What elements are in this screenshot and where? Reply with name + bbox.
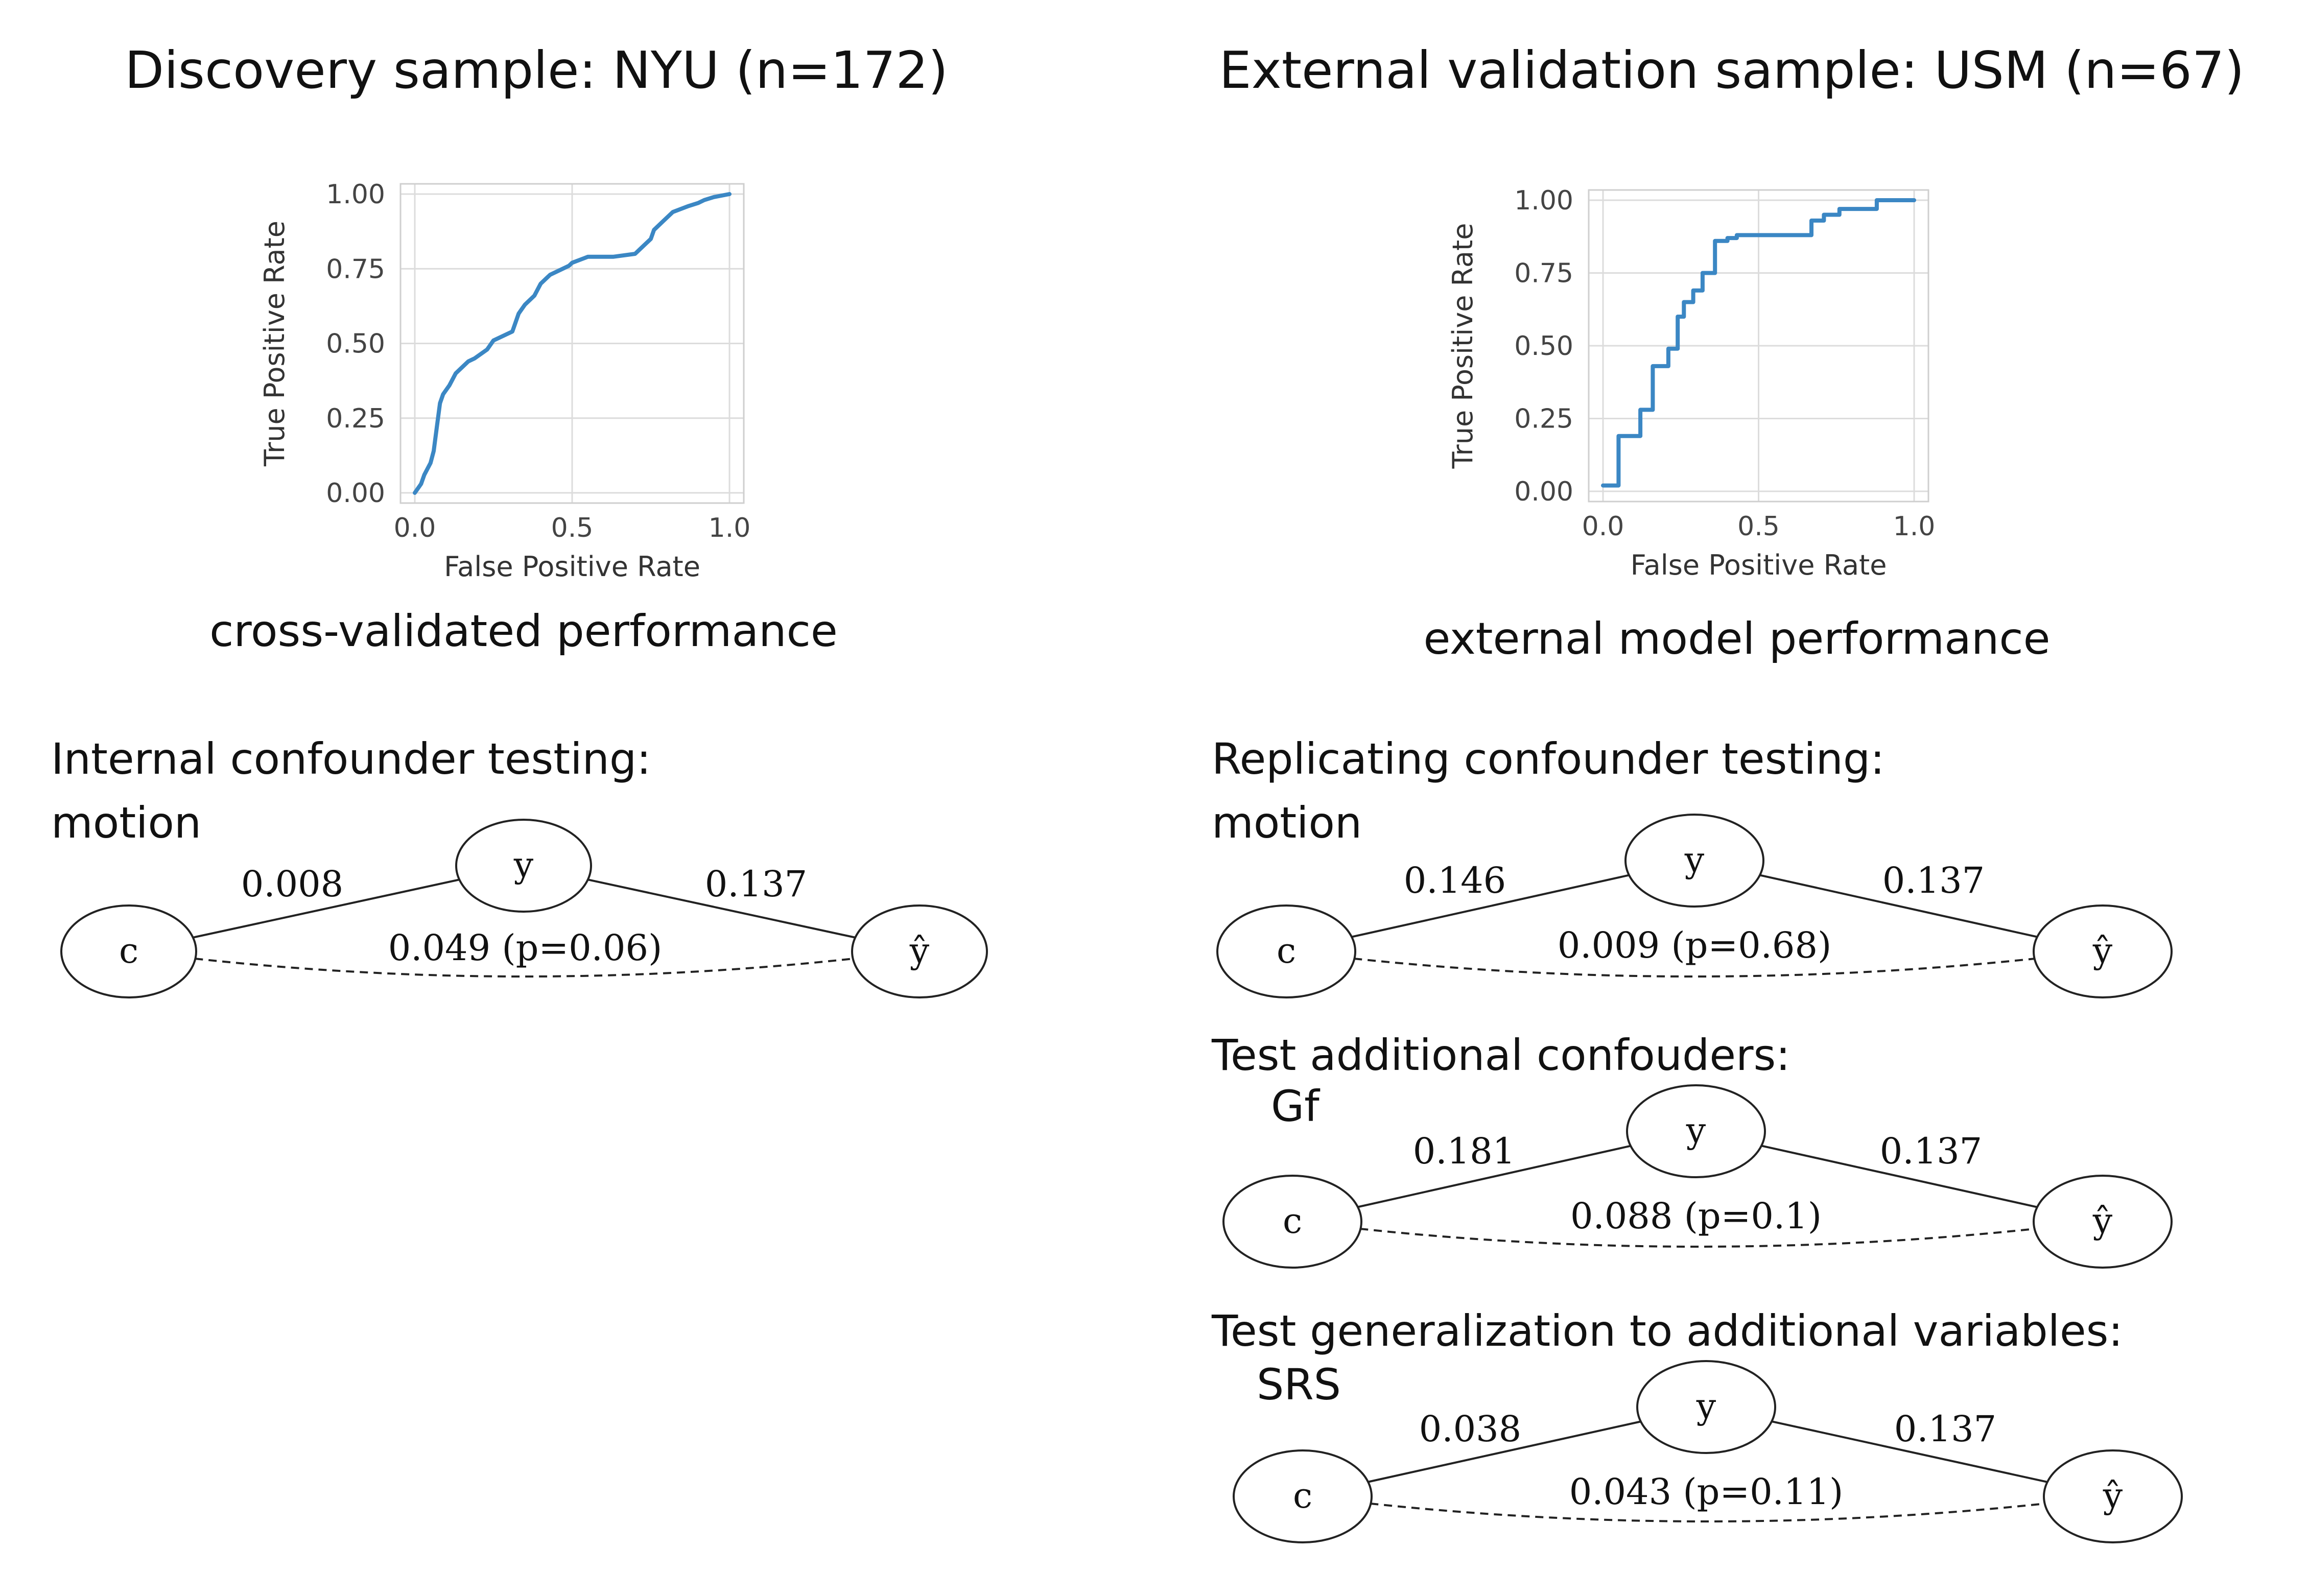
node-y <box>1626 1084 1766 1178</box>
roc-curve-line <box>1601 198 1916 488</box>
edge-c-yhat-label: 0.043 (p=0.11) <box>1569 1471 1844 1513</box>
x-tick-label: 0.5 <box>551 513 594 543</box>
node-yhat-label: ŷ <box>2103 1476 2123 1516</box>
node-y <box>1624 814 1764 908</box>
y-tick-label: 0.00 <box>326 478 385 509</box>
node-yhat <box>2033 904 2173 998</box>
diagram-variable-label: motion <box>1212 798 1362 848</box>
diagram-section-label: Test additional confouders: <box>1211 1030 1790 1080</box>
y-axis-label: True Positive Rate <box>1447 223 1479 469</box>
edge-c-y <box>1357 1145 1631 1208</box>
edge-y-yhat <box>587 878 856 939</box>
node-yhat-label: ŷ <box>2092 931 2113 971</box>
edge-y-yhat <box>1761 1145 2038 1208</box>
internal-confounder-label: Internal confounder testing: <box>51 734 651 784</box>
x-axis-label: False Positive Rate <box>444 551 700 583</box>
node-c <box>1216 904 1356 998</box>
confounder-diagram-srs: Test generalization to additional variab… <box>1211 1306 2183 1543</box>
edge-c-yhat-dashed <box>1370 1503 2045 1522</box>
confounder-diagram-gf: Test additional confouders:Gf c y ŷ 0.181 0.1… <box>1211 1030 2173 1269</box>
node-y-label: y <box>1686 1111 1706 1151</box>
y-tick-label: 1.00 <box>1514 185 1573 216</box>
edge-c-y <box>193 878 460 939</box>
edge-c-y-label: 0.008 <box>241 863 343 905</box>
confounder-diagram-replicating-motion: motion c y ŷ 0.146 0.137 0.009 (p=0.68) <box>1212 798 2173 998</box>
edge-y-yhat-label: 0.137 <box>1894 1408 1996 1450</box>
edge-c-yhat-dashed <box>1354 958 2035 978</box>
edge-c-yhat-label: 0.009 (p=0.68) <box>1558 924 1832 966</box>
x-tick-label: 1.0 <box>1893 511 1936 542</box>
node-yhat-label: ŷ <box>2092 1201 2113 1242</box>
y-tick-label: 0.75 <box>1514 258 1573 289</box>
edge-y-yhat-label: 0.137 <box>1882 860 1985 901</box>
x-tick-label: 0.5 <box>1737 511 1780 542</box>
node-y <box>455 819 592 913</box>
plot-frame <box>399 183 745 504</box>
replicating-confounder-label: Replicating confounder testing: <box>1212 734 1884 784</box>
node-c <box>1233 1449 1373 1543</box>
edge-c-yhat-dashed <box>1360 1228 2035 1248</box>
edge-y-yhat-label: 0.137 <box>705 863 807 905</box>
diagram-section-label: Test generalization to additional variab… <box>1211 1306 2123 1356</box>
node-yhat-label: ŷ <box>909 931 930 971</box>
node-c-label: c <box>1277 931 1296 971</box>
left-panel-title: Discovery sample: NYU (n=172) <box>125 40 948 100</box>
node-y-label: y <box>1684 840 1705 880</box>
node-y-label: y <box>513 845 534 886</box>
plot-frame <box>1588 189 1929 503</box>
node-y-label: y <box>1696 1387 1716 1427</box>
y-tick-label: 0.00 <box>1514 477 1573 507</box>
right-chart-caption: external model performance <box>1423 613 2050 664</box>
y-tick-label: 0.75 <box>326 254 385 284</box>
node-y <box>1636 1360 1776 1454</box>
node-c-label: c <box>119 931 138 971</box>
roc-chart-external: 0.0 0.5 1.0 0.00 0.25 0.50 0.75 1.00 False Posit… <box>1447 185 1935 581</box>
x-axis-label: False Positive Rate <box>1631 549 1887 581</box>
y-tick-label: 0.50 <box>326 329 385 360</box>
node-yhat <box>2043 1449 2183 1543</box>
node-yhat <box>851 904 988 998</box>
y-tick-label: 0.25 <box>326 403 385 434</box>
y-tick-label: 0.25 <box>1514 404 1573 435</box>
edge-y-yhat <box>1759 874 2038 938</box>
x-tick-label: 0.0 <box>394 513 436 543</box>
node-c-label: c <box>1283 1201 1302 1242</box>
y-axis-label: True Positive Rate <box>258 221 291 467</box>
edge-c-y-label: 0.038 <box>1419 1408 1521 1450</box>
node-c <box>1222 1175 1362 1269</box>
diagram-variable-label: motion <box>51 798 201 848</box>
node-c-label: c <box>1293 1476 1312 1516</box>
node-yhat <box>2033 1175 2173 1269</box>
y-tick-label: 1.00 <box>326 179 385 210</box>
edge-y-yhat <box>1771 1420 2048 1483</box>
left-chart-caption: cross-validated performance <box>209 606 838 657</box>
roc-curve-line <box>413 192 732 495</box>
edge-y-yhat-label: 0.137 <box>1880 1130 1982 1172</box>
node-c <box>60 904 197 998</box>
edge-c-yhat-dashed <box>195 958 854 978</box>
confounder-diagram-internal-motion: motion c y ŷ 0.008 0.137 0.049 (p=0.06) <box>51 798 988 998</box>
x-tick-label: 0.0 <box>1582 511 1624 542</box>
diagram-variable-label: SRS <box>1257 1360 1341 1410</box>
edge-c-y-label: 0.146 <box>1404 860 1506 901</box>
edge-c-yhat-label: 0.049 (p=0.06) <box>388 927 663 969</box>
roc-chart-cross-validated: 0.0 0.5 1.0 0.00 0.25 0.50 0.75 1.00 False Posit… <box>258 179 750 583</box>
edge-c-y <box>1351 874 1630 938</box>
edge-c-yhat-label: 0.088 (p=0.1) <box>1570 1195 1822 1237</box>
right-panel-title: External validation sample: USM (n=67) <box>1219 40 2244 100</box>
y-tick-label: 0.50 <box>1514 331 1573 362</box>
edge-c-y-label: 0.181 <box>1413 1130 1515 1172</box>
edge-c-y <box>1368 1420 1641 1483</box>
x-tick-label: 1.0 <box>709 513 751 543</box>
diagram-variable-label: Gf <box>1271 1081 1321 1131</box>
